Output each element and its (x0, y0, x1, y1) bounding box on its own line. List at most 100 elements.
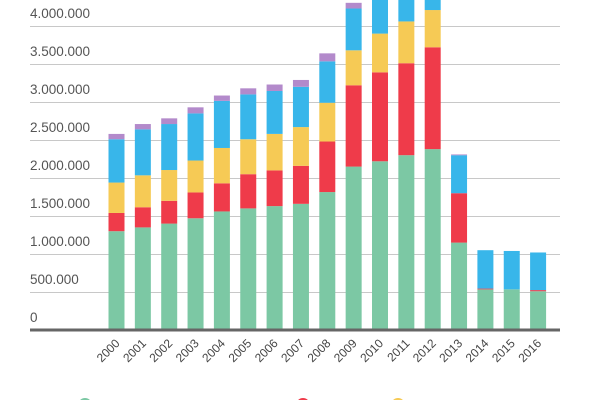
y-tick-label: 3.500.000 (30, 44, 90, 59)
y-tick-label: 0 (30, 310, 38, 325)
bar-segment-2016-series-1 (530, 291, 547, 330)
x-tick-label: 2012 (410, 336, 439, 365)
x-tick-label: 2003 (173, 336, 202, 365)
bar-segment-2003-series-2 (187, 192, 204, 219)
bar-segment-2004-series-5 (213, 95, 230, 101)
bar-segment-2005-series-3 (240, 139, 257, 175)
bar-segment-2003-series-3 (187, 160, 204, 193)
bar-segment-2005-series-1 (240, 208, 257, 330)
bar-segment-2008-series-2 (319, 141, 336, 193)
bar-segment-2002-series-3 (161, 170, 178, 201)
bar-segment-2005-series-5 (240, 88, 257, 95)
x-tick-label: 2011 (384, 336, 412, 364)
bar-segment-2014-series-4 (477, 250, 494, 289)
bar-segment-2001-series-1 (134, 227, 151, 330)
bar-segment-2013-series-1 (451, 242, 468, 330)
bar-segment-2008-series-4 (319, 61, 336, 103)
bar-segment-2001-series-3 (134, 175, 151, 208)
bar-segment-2007-series-4 (292, 86, 309, 128)
bar-segment-2004-series-3 (213, 147, 230, 184)
y-tick-label: 4.000.000 (30, 6, 90, 21)
bar-segment-2000-series-5 (108, 133, 125, 140)
bar-segment-2002-series-2 (161, 200, 178, 224)
x-tick-label: 2004 (199, 336, 228, 365)
bar-segment-2001-series-2 (134, 207, 151, 228)
y-tick-label: 1.500.000 (30, 196, 90, 211)
x-tick-label: 2014 (463, 336, 492, 365)
bar-segment-2001-series-4 (134, 129, 151, 176)
x-tick-label: 2002 (147, 336, 176, 365)
bar-segment-2011-series-3 (398, 21, 415, 64)
bar-segment-2013-series-4 (451, 155, 468, 194)
bar-segment-2006-series-3 (266, 133, 283, 171)
x-axis-ticks: 2000200120022003200420052006200720082009… (94, 336, 545, 365)
bar-segment-2008-series-1 (319, 192, 336, 330)
bar-segment-2000-series-1 (108, 231, 125, 330)
bar-segment-2007-series-2 (292, 165, 309, 204)
bar-segment-2006-series-1 (266, 206, 283, 330)
y-tick-label: 2.000.000 (30, 158, 90, 173)
bar-segment-2007-series-3 (292, 127, 309, 166)
x-tick-label: 2006 (252, 336, 281, 365)
bar-segment-2006-series-5 (266, 84, 283, 91)
bar-segment-2012-series-1 (424, 149, 441, 330)
bar-segment-2014-series-1 (477, 289, 494, 330)
bar-segment-2003-series-5 (187, 107, 204, 114)
bar-segment-2009-series-5 (345, 2, 362, 9)
bar-segment-2006-series-2 (266, 170, 283, 207)
x-tick-label: 2000 (94, 336, 123, 365)
bar-segment-2010-series-1 (372, 161, 388, 330)
bar-segment-2001-series-5 (134, 124, 151, 130)
x-tick-label: 2008 (305, 336, 334, 365)
y-tick-label: 1.000.000 (30, 234, 90, 249)
bar-segment-2008-series-5 (319, 53, 336, 62)
bar-segment-2006-series-4 (266, 90, 283, 134)
bar-segment-2007-series-5 (292, 79, 309, 87)
x-tick-label: 2013 (436, 336, 465, 365)
bar-segment-2012-series-3 (424, 10, 441, 48)
bar-segment-2016-series-4 (530, 252, 547, 291)
x-tick-label: 2016 (515, 336, 544, 365)
bar-segment-2004-series-2 (213, 183, 230, 212)
bar-segment-2011-series-2 (398, 63, 415, 156)
bar-segment-2016-series-2 (530, 290, 547, 292)
bar-segment-2000-series-4 (108, 139, 125, 183)
y-tick-label: 2.500.000 (30, 120, 90, 135)
y-axis-ticks: 0 500.000 1.000.000 1.500.000 2.000.000 2.500… (30, 6, 90, 325)
bar-segment-2012-series-4 (424, 0, 441, 11)
bar-segment-2009-series-1 (345, 166, 362, 330)
bar-segment-2007-series-1 (292, 203, 309, 330)
bar-segment-2004-series-1 (213, 211, 230, 330)
bar-segment-2003-series-4 (187, 113, 204, 161)
bar-segment-2005-series-2 (240, 174, 257, 209)
bar-segment-2002-series-1 (161, 223, 178, 330)
x-tick-label: 2015 (489, 336, 518, 365)
bars (108, 0, 547, 330)
bar-segment-2012-series-2 (424, 47, 441, 150)
bar-segment-2011-series-4 (398, 0, 415, 22)
bar-segment-2009-series-2 (345, 85, 362, 167)
bar-segment-2013-series-5 (451, 154, 468, 156)
bar-segment-2010-series-3 (372, 33, 388, 73)
bar-segment-2010-series-2 (372, 72, 388, 162)
bar-segment-2009-series-3 (345, 50, 362, 86)
x-tick-label: 2010 (357, 336, 386, 365)
bar-segment-2015-series-4 (503, 250, 520, 290)
bar-segment-2008-series-3 (319, 102, 336, 142)
x-tick-label: 2009 (331, 336, 360, 365)
x-tick-label: 2007 (278, 336, 307, 365)
bar-segment-2003-series-1 (187, 218, 204, 330)
bar-segment-2004-series-4 (213, 100, 230, 148)
bar-segment-2000-series-3 (108, 182, 125, 213)
x-tick-label: 2001 (120, 336, 149, 365)
bar-segment-2014-series-2 (477, 288, 494, 290)
bar-segment-2009-series-4 (345, 8, 362, 51)
x-tick-label: 2005 (226, 336, 255, 365)
bar-segment-2010-series-4 (372, 0, 388, 34)
bar-segment-2011-series-1 (398, 155, 415, 330)
bar-segment-2000-series-2 (108, 212, 125, 232)
bar-segment-2005-series-4 (240, 94, 257, 140)
y-tick-label: 3.000.000 (30, 82, 90, 97)
bar-segment-2015-series-1 (503, 289, 520, 330)
